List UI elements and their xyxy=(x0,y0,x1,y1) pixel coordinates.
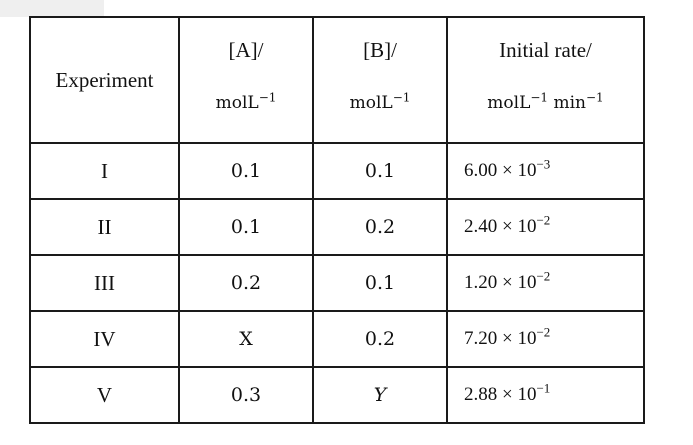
header-b-unit: molL−1 xyxy=(349,90,411,113)
b-concentration-cell: 0.2 xyxy=(312,310,448,368)
b-concentration-cell: 0.2 xyxy=(312,198,448,256)
a-concentration-cell: 0.2 xyxy=(178,254,314,312)
initial-rate-cell: 2.88 × 10−1 xyxy=(446,366,645,424)
header-b-label: [B]/ xyxy=(363,38,397,62)
experiment-cell: II xyxy=(29,198,180,256)
b-concentration-cell: Y xyxy=(312,366,448,424)
a-concentration-cell: 0.3 xyxy=(178,366,314,424)
header-rate: Initial rate/ molL−1 min−1 xyxy=(446,16,645,144)
corner-shade xyxy=(0,0,104,17)
header-rate-unit: molL−1 min−1 xyxy=(487,90,604,113)
b-concentration-cell: 0.1 xyxy=(312,142,448,200)
table-row: III 0.2 0.1 1.20 × 10−2 xyxy=(29,254,645,312)
a-concentration-cell: X xyxy=(178,310,314,368)
experiment-cell: III xyxy=(29,254,180,312)
header-rate-label: Initial rate/ xyxy=(499,38,592,62)
experiment-cell: IV xyxy=(29,310,180,368)
header-row: Experiment [A]/ molL−1 [B]/ molL−1 Initi… xyxy=(29,16,645,144)
table-row: I 0.1 0.1 6.00 × 10−3 xyxy=(29,142,645,200)
a-concentration-cell: 0.1 xyxy=(178,142,314,200)
header-b: [B]/ molL−1 xyxy=(312,16,448,144)
a-concentration-cell: 0.1 xyxy=(178,198,314,256)
initial-rate-cell: 1.20 × 10−2 xyxy=(446,254,645,312)
initial-rate-cell: 2.40 × 10−2 xyxy=(446,198,645,256)
b-concentration-cell: 0.1 xyxy=(312,254,448,312)
experiment-cell: V xyxy=(29,366,180,424)
header-a: [A]/ molL−1 xyxy=(178,16,314,144)
header-experiment: Experiment xyxy=(29,16,180,144)
header-experiment-label: Experiment xyxy=(55,67,154,92)
header-a-label: [A]/ xyxy=(228,38,264,62)
header-a-unit: molL−1 xyxy=(215,90,277,113)
table-row: II 0.1 0.2 2.40 × 10−2 xyxy=(29,198,645,256)
rate-data-table: Experiment [A]/ molL−1 [B]/ molL−1 Initi… xyxy=(29,16,645,424)
table-row: IV X 0.2 7.20 × 10−2 xyxy=(29,310,645,368)
initial-rate-cell: 7.20 × 10−2 xyxy=(446,310,645,368)
table-row: V 0.3 Y 2.88 × 10−1 xyxy=(29,366,645,424)
experiment-cell: I xyxy=(29,142,180,200)
initial-rate-cell: 6.00 × 10−3 xyxy=(446,142,645,200)
